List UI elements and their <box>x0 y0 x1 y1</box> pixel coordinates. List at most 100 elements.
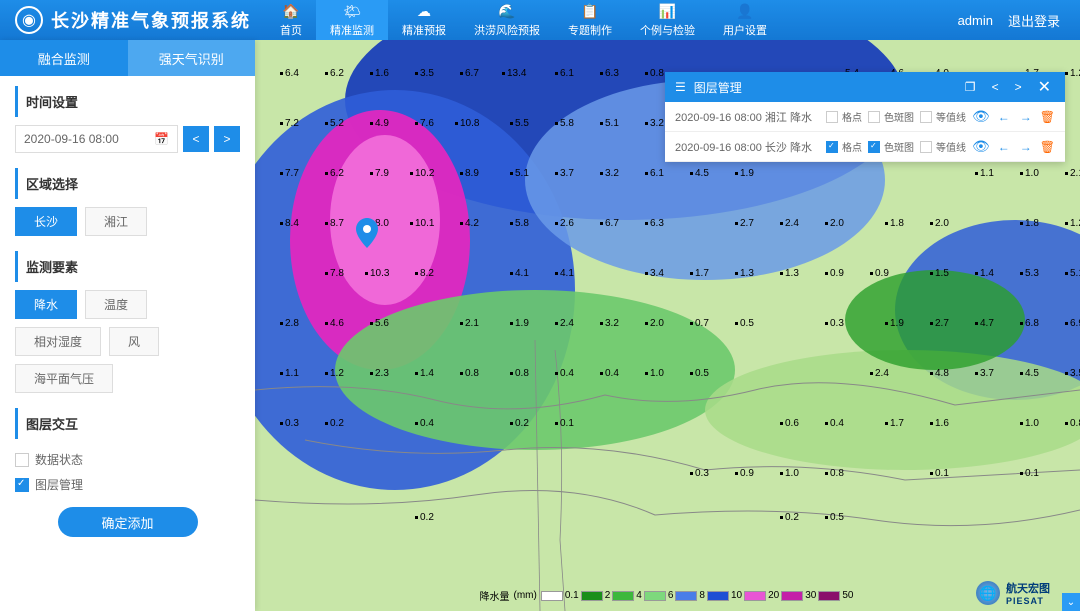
confirm-add-button[interactable]: 确定添加 <box>58 507 198 537</box>
visibility-icon[interactable]: 👁 <box>972 138 990 155</box>
grid-point: 5.8 <box>510 218 529 229</box>
isoline-toggle[interactable]: 等值线 <box>920 109 966 124</box>
nav-label: 专题制作 <box>568 22 612 38</box>
legend-swatch <box>581 591 603 601</box>
element-1[interactable]: 温度 <box>85 290 147 319</box>
grid-point: 5.1 <box>600 118 619 129</box>
legend-value: 30 <box>805 590 816 601</box>
grid-point: 1.8 <box>885 218 904 229</box>
layer-prev-icon[interactable]: < <box>988 80 1003 94</box>
layer-mgmt-checkbox[interactable] <box>15 478 29 492</box>
grid-point: 6.7 <box>460 68 479 79</box>
grid-point: 5.3 <box>1020 268 1039 279</box>
logout-link[interactable]: 退出登录 <box>1008 11 1060 30</box>
layer-manager-panel: ☰ 图层管理 ❐ < > ✕ 2020-09-16 08:00 湘江 降水格点色… <box>665 72 1065 162</box>
datetime-input[interactable]: 2020-09-16 08:00 📅 <box>15 125 178 153</box>
element-section-header: 监测要素 <box>15 251 240 282</box>
contour-toggle[interactable]: 色斑图 <box>868 109 914 124</box>
grid-point: 0.4 <box>825 418 844 429</box>
grid-point: 8.7 <box>325 218 344 229</box>
grid-point: 0.5 <box>825 512 844 523</box>
grid-point: 3.7 <box>975 368 994 379</box>
nav-item-5[interactable]: 📊个例与检验 <box>626 0 709 40</box>
contour-toggle[interactable]: 色斑图 <box>868 139 914 154</box>
time-section-header: 时间设置 <box>15 86 240 117</box>
grid-point: 0.8 <box>510 368 529 379</box>
next-time-button[interactable]: > <box>214 126 240 152</box>
grid-point: 0.4 <box>555 368 574 379</box>
grid-point: 0.2 <box>510 418 529 429</box>
grid-point: 1.4 <box>975 268 994 279</box>
grid-point: 1.2 <box>325 368 344 379</box>
grid-point: 2.7 <box>735 218 754 229</box>
logo-area: ◉ 长沙精准气象预报系统 <box>0 6 266 34</box>
move-right-icon[interactable]: → <box>1018 140 1034 154</box>
scroll-down-button[interactable]: ⌄ <box>1062 593 1080 611</box>
nav-item-1[interactable]: 🌤精准监测 <box>316 0 388 40</box>
grid-toggle[interactable]: 格点 <box>826 109 862 124</box>
grid-point: 0.5 <box>735 318 754 329</box>
move-right-icon[interactable]: → <box>1018 110 1034 124</box>
element-2[interactable]: 相对湿度 <box>15 327 101 356</box>
delete-icon[interactable]: 🗑 <box>1040 140 1055 154</box>
grid-point: 6.9 <box>1065 318 1080 329</box>
grid-point: 6.2 <box>325 168 344 179</box>
nav-item-0[interactable]: 🏠首页 <box>266 0 316 40</box>
prev-time-button[interactable]: < <box>183 126 209 152</box>
grid-point: 0.8 <box>645 68 664 79</box>
legend-value: 6 <box>668 590 674 601</box>
grid-point: 1.4 <box>415 368 434 379</box>
layer-mgmt-checkbox-row[interactable]: 图层管理 <box>15 472 240 497</box>
move-left-icon[interactable]: ← <box>996 140 1012 154</box>
nav-item-4[interactable]: 📋专题制作 <box>554 0 626 40</box>
data-status-checkbox[interactable] <box>15 453 29 467</box>
move-left-icon[interactable]: ← <box>996 110 1012 124</box>
interact-section-header: 图层交互 <box>15 408 240 439</box>
grid-point: 6.3 <box>645 218 664 229</box>
grid-point: 5.1 <box>510 168 529 179</box>
delete-icon[interactable]: 🗑 <box>1040 110 1055 124</box>
layer-mgmt-label: 图层管理 <box>35 476 83 493</box>
nav-item-3[interactable]: 🌊洪涝风险预报 <box>460 0 554 40</box>
grid-point: 0.3 <box>280 418 299 429</box>
layer-panel-header: ☰ 图层管理 ❐ < > ✕ <box>665 72 1065 102</box>
layer-close-icon[interactable]: ✕ <box>1034 77 1055 97</box>
nav-item-6[interactable]: 👤用户设置 <box>709 0 781 40</box>
grid-point: 0.1 <box>1020 468 1039 479</box>
grid-point: 2.6 <box>555 218 574 229</box>
grid-point: 7.6 <box>415 118 434 129</box>
grid-point: 1.7 <box>885 418 904 429</box>
grid-point: 3.2 <box>600 318 619 329</box>
username: admin <box>958 13 993 28</box>
legend-value: 4 <box>636 590 642 601</box>
layer-copy-icon[interactable]: ❐ <box>961 80 980 94</box>
grid-point: 2.3 <box>370 368 389 379</box>
grid-point: 1.5 <box>930 268 949 279</box>
data-status-checkbox-row[interactable]: 数据状态 <box>15 447 240 472</box>
visibility-icon[interactable]: 👁 <box>972 108 990 125</box>
legend-unit: (mm) <box>514 590 537 601</box>
tab-fusion-monitor[interactable]: 融合监测 <box>0 40 128 76</box>
element-3[interactable]: 风 <box>109 327 159 356</box>
grid-point: 4.9 <box>370 118 389 129</box>
grid-toggle[interactable]: 格点 <box>826 139 862 154</box>
tab-severe-weather[interactable]: 强天气识别 <box>128 40 256 76</box>
grid-point: 0.2 <box>780 512 799 523</box>
location-marker[interactable] <box>355 218 379 248</box>
isoline-toggle[interactable]: 等值线 <box>920 139 966 154</box>
region-湘江[interactable]: 湘江 <box>85 207 147 236</box>
element-4[interactable]: 海平面气压 <box>15 364 113 393</box>
element-0[interactable]: 降水 <box>15 290 77 319</box>
nav-item-2[interactable]: ☁精准预报 <box>388 0 460 40</box>
grid-point: 1.0 <box>645 368 664 379</box>
calendar-icon[interactable]: 📅 <box>154 132 169 146</box>
grid-point: 1.9 <box>885 318 904 329</box>
grid-point: 1.9 <box>735 168 754 179</box>
layer-next-icon[interactable]: > <box>1011 80 1026 94</box>
grid-point: 4.1 <box>555 268 574 279</box>
map-canvas[interactable]: 6.46.21.63.56.713.46.16.30.85.44.64.01.7… <box>255 40 1080 611</box>
grid-point: 1.3 <box>780 268 799 279</box>
legend-value: 0.1 <box>565 590 579 601</box>
grid-point: 10.2 <box>410 168 434 179</box>
region-长沙[interactable]: 长沙 <box>15 207 77 236</box>
